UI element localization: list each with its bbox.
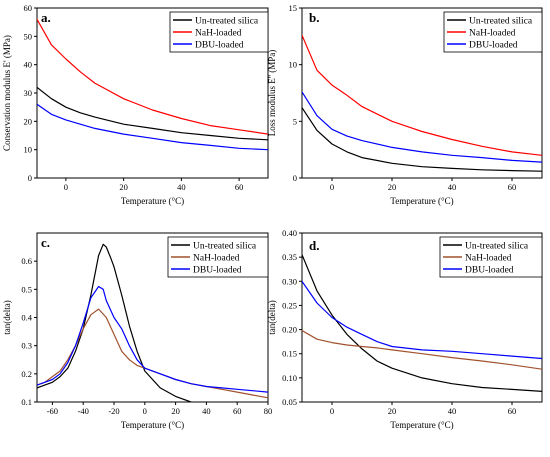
y-tick-label: 0.30: [282, 276, 297, 286]
legend: Un-treated silica NaH-loaded DBU-loaded: [443, 11, 543, 53]
x-tick-label: 60: [235, 182, 244, 192]
x-tick-label: 20: [119, 182, 128, 192]
x-axis-title: Temperature (°C): [121, 420, 184, 430]
y-tick-label: 0.25: [282, 300, 297, 310]
legend-label: DBU-loaded: [195, 41, 244, 51]
x-tick-label: 0: [330, 182, 334, 192]
y-axis-title: tan(delta): [2, 300, 12, 334]
legend-label: Un-treated silica: [195, 17, 259, 27]
x-tick-label: 0: [143, 406, 147, 416]
chart-panel-2: 0 20 40 60 0 5 10 15 Temperature (°C) Loss modulu…: [267, 3, 543, 206]
legend-label: NaH-loaded: [465, 254, 512, 264]
x-tick-label: 20: [171, 406, 180, 416]
y-tick-label: 60: [24, 3, 33, 13]
y-tick-label: 0.1: [21, 397, 32, 407]
legend-label: Un-treated silica: [469, 17, 533, 27]
x-tick-label: 40: [448, 182, 457, 192]
series-line-dbu-loaded: [302, 91, 542, 163]
y-tick-label: 5: [293, 116, 297, 126]
x-tick-label: 60: [233, 406, 242, 416]
chart-panel-4: 0 20 40 60 0.05 0.10 0.15 0.20 0.25 0.30 0.35 0.40 T…: [267, 228, 543, 430]
legend-label: DBU-loaded: [465, 266, 514, 276]
x-tick-label: 60: [508, 182, 517, 192]
y-tick-label: 0.05: [282, 397, 297, 407]
x-axis-title: Temperature (°C): [121, 196, 184, 206]
legend-label: Un-treated silica: [193, 242, 257, 252]
panel-label: c.: [41, 235, 50, 250]
x-tick-label: 40: [202, 406, 211, 416]
y-tick-label: 0: [28, 173, 32, 183]
legend-label: NaH-loaded: [193, 254, 240, 264]
x-tick-label: 40: [448, 406, 457, 416]
legend-label: DBU-loaded: [193, 266, 242, 276]
y-tick-label: 0.40: [282, 228, 297, 238]
y-tick-label: 0.15: [282, 349, 297, 359]
y-tick-label: 0.10: [282, 373, 297, 383]
x-tick-label: -60: [47, 406, 58, 416]
legend: Un-treated silica NaH-loaded DBU-loaded: [167, 236, 269, 278]
y-tick-label: 0.35: [282, 252, 297, 262]
chart-panel-3: -60 -40 -20 0 20 40 60 80 0.1 0.2 0.3 0.4 0.5 0.6 Temp…: [2, 232, 273, 430]
y-tick-label: 0.2: [21, 369, 32, 379]
x-tick-label: 80: [264, 406, 273, 416]
series-line-dbu-loaded: [302, 280, 542, 360]
y-tick-label: 40: [24, 60, 33, 70]
x-axis-title: Temperature (°C): [390, 420, 453, 430]
series-line-dbu-loaded: [37, 285, 268, 393]
legend: Un-treated silica NaH-loaded DBU-loaded: [439, 236, 543, 278]
x-tick-label: 20: [388, 406, 397, 416]
legend-label: NaH-loaded: [195, 29, 242, 39]
series-line-dbu-loaded: [37, 103, 268, 151]
legend: Un-treated silica NaH-loaded DBU-loaded: [169, 11, 269, 53]
x-tick-label: 0: [64, 182, 68, 192]
series-line-nah-loaded: [302, 329, 542, 370]
y-axis-title: Conservation modulus E' (MPa): [2, 35, 12, 151]
series-line-un-treated-silica: [37, 86, 268, 141]
y-tick-label: 0.5: [21, 284, 32, 294]
series-line-un-treated-silica: [302, 107, 542, 172]
y-tick-label: 0.6: [21, 256, 32, 266]
y-tick-label: 20: [24, 116, 33, 126]
panel-label: a.: [41, 10, 51, 25]
x-tick-label: 20: [388, 182, 397, 192]
plot-frame: [301, 232, 543, 403]
series-line-nah-loaded: [37, 18, 268, 135]
y-tick-label: 0.4: [21, 313, 32, 323]
chart-panel-1: 0 20 40 60 0 10 20 30 40 50 60 Temperature (°C) Cons…: [2, 3, 269, 206]
legend-label: DBU-loaded: [469, 41, 518, 51]
series-line-un-treated-silica: [302, 254, 542, 392]
y-axis-title: Loss modulus E'' (MPa): [267, 50, 277, 137]
y-tick-label: 0: [293, 173, 297, 183]
y-tick-label: 10: [24, 145, 33, 155]
y-tick-label: 30: [24, 88, 33, 98]
y-axis-title: tan(delta): [267, 300, 277, 334]
x-tick-label: -40: [78, 406, 89, 416]
y-tick-label: 15: [289, 3, 298, 13]
legend-label: Un-treated silica: [465, 242, 529, 252]
y-tick-label: 50: [24, 31, 33, 41]
x-tick-label: 40: [177, 182, 186, 192]
y-tick-label: 10: [289, 60, 298, 70]
x-tick-label: -20: [108, 406, 119, 416]
legend-label: NaH-loaded: [469, 29, 516, 39]
y-tick-label: 0.3: [21, 341, 32, 351]
series-line-nah-loaded: [302, 34, 542, 156]
y-tick-label: 0.20: [282, 325, 297, 335]
panel-label: d.: [309, 238, 319, 253]
x-tick-label: 0: [330, 406, 334, 416]
x-axis-title: Temperature (°C): [390, 196, 453, 206]
x-tick-label: 60: [508, 406, 517, 416]
series-line-un-treated-silica: [37, 243, 195, 402]
panel-label: b.: [309, 10, 319, 25]
